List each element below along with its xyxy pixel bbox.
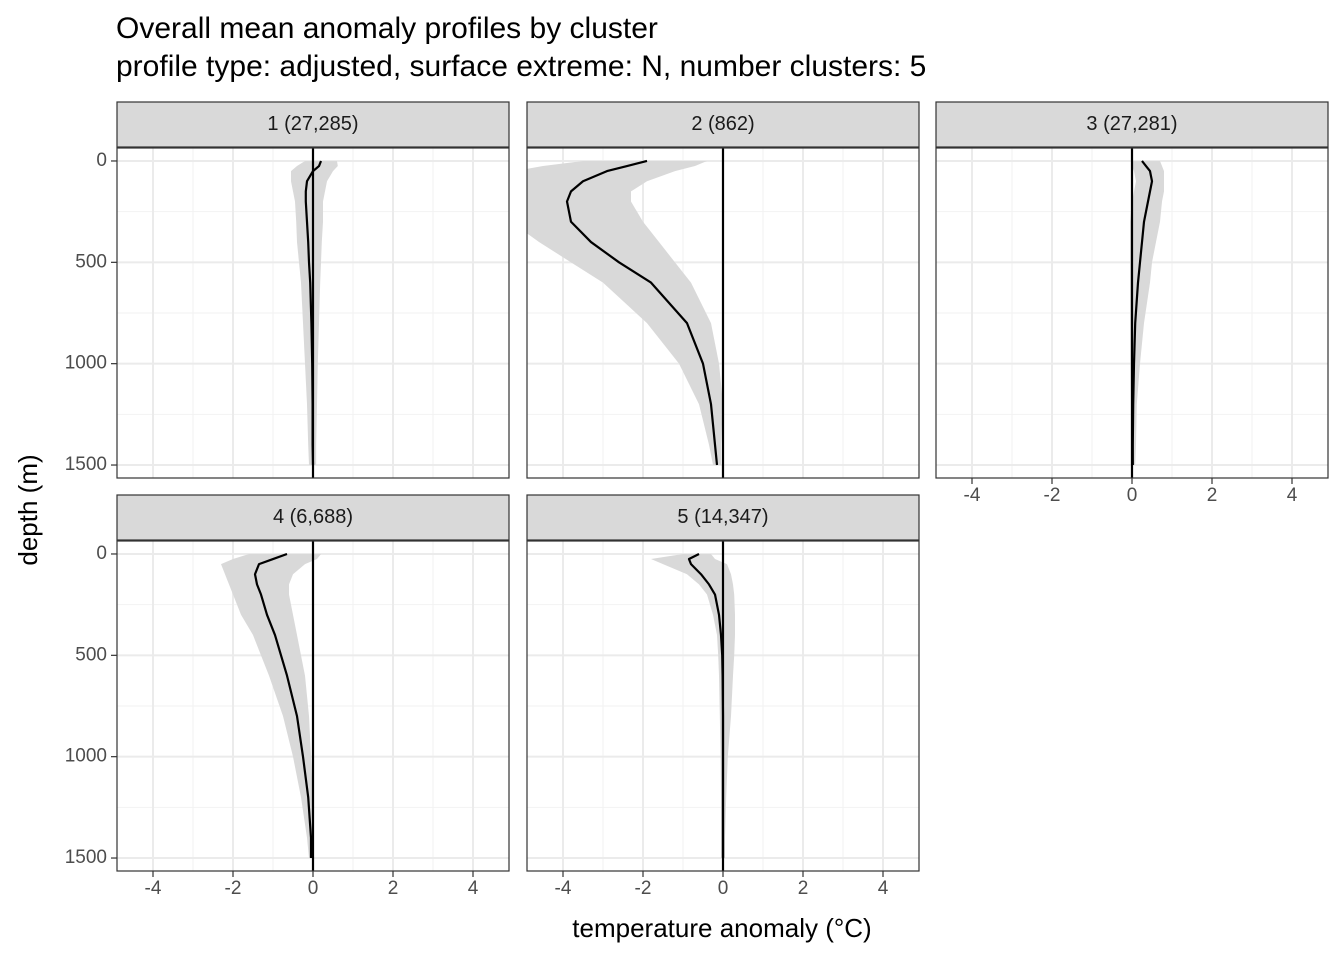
x-tick-label: -2 (225, 878, 242, 899)
mean-line (304, 160, 323, 466)
mean-line (565, 159, 719, 466)
x-tick-label: -4 (964, 485, 981, 506)
x-tick-label: -2 (635, 878, 652, 899)
x-axis-label: temperature anomaly (°C) (572, 913, 871, 943)
x-tick-label: -2 (1044, 485, 1061, 506)
y-tick-label: 1500 (65, 454, 107, 475)
panel-plot (291, 148, 338, 478)
strip-background (526, 494, 920, 541)
y-axis-label: depth (m) (13, 454, 43, 565)
strip-background (526, 101, 920, 148)
strip-label: 4 (6,688) (273, 506, 353, 528)
x-tick-label: 4 (468, 878, 479, 899)
strip-label: 3 (27,281) (1086, 113, 1177, 135)
mean-line (687, 552, 725, 859)
ribbon (651, 553, 735, 859)
x-tick-label: 2 (388, 878, 399, 899)
mean-line (253, 552, 313, 859)
chart-title: Overall mean anomaly profiles by cluster (116, 12, 658, 45)
x-tick-label: 4 (878, 878, 889, 899)
strip-background (116, 494, 510, 541)
y-tick-label: 0 (96, 543, 107, 564)
y-tick-label: 500 (75, 251, 107, 272)
strip-label: 5 (14,347) (677, 506, 768, 528)
panel-plot (1130, 148, 1164, 478)
panel-plot (651, 541, 735, 871)
panel-plot (527, 148, 725, 478)
x-tick-label: -4 (555, 878, 572, 899)
panel-border (526, 540, 920, 872)
y-tick-label: 500 (75, 644, 107, 665)
x-tick-label: 2 (798, 878, 809, 899)
y-tick-label: 1000 (65, 353, 107, 374)
ribbon (527, 160, 723, 466)
x-tick-label: 0 (718, 878, 729, 899)
x-tick-label: 2 (1207, 485, 1218, 506)
y-tick-label: 1000 (65, 746, 107, 767)
panel-border (116, 147, 510, 479)
ribbon (1130, 160, 1164, 466)
strip-label: 2 (862) (691, 113, 754, 135)
strip-label: 1 (27,285) (267, 113, 358, 135)
x-tick-label: 4 (1287, 485, 1298, 506)
x-tick-label: 0 (308, 878, 319, 899)
x-tick-label: 0 (1127, 485, 1138, 506)
strip-background (116, 101, 510, 148)
y-tick-label: 0 (96, 150, 107, 171)
panel-border (116, 540, 510, 872)
mean-line (1131, 160, 1154, 466)
y-tick-label: 1500 (65, 847, 107, 868)
x-tick-label: -4 (145, 878, 162, 899)
ribbon (291, 160, 338, 466)
panel-border (526, 147, 920, 479)
panel-plot (221, 541, 321, 871)
chart-subtitle: profile type: adjusted, surface extreme:… (116, 50, 926, 83)
panel-border (935, 147, 1329, 479)
strip-background (935, 101, 1329, 148)
